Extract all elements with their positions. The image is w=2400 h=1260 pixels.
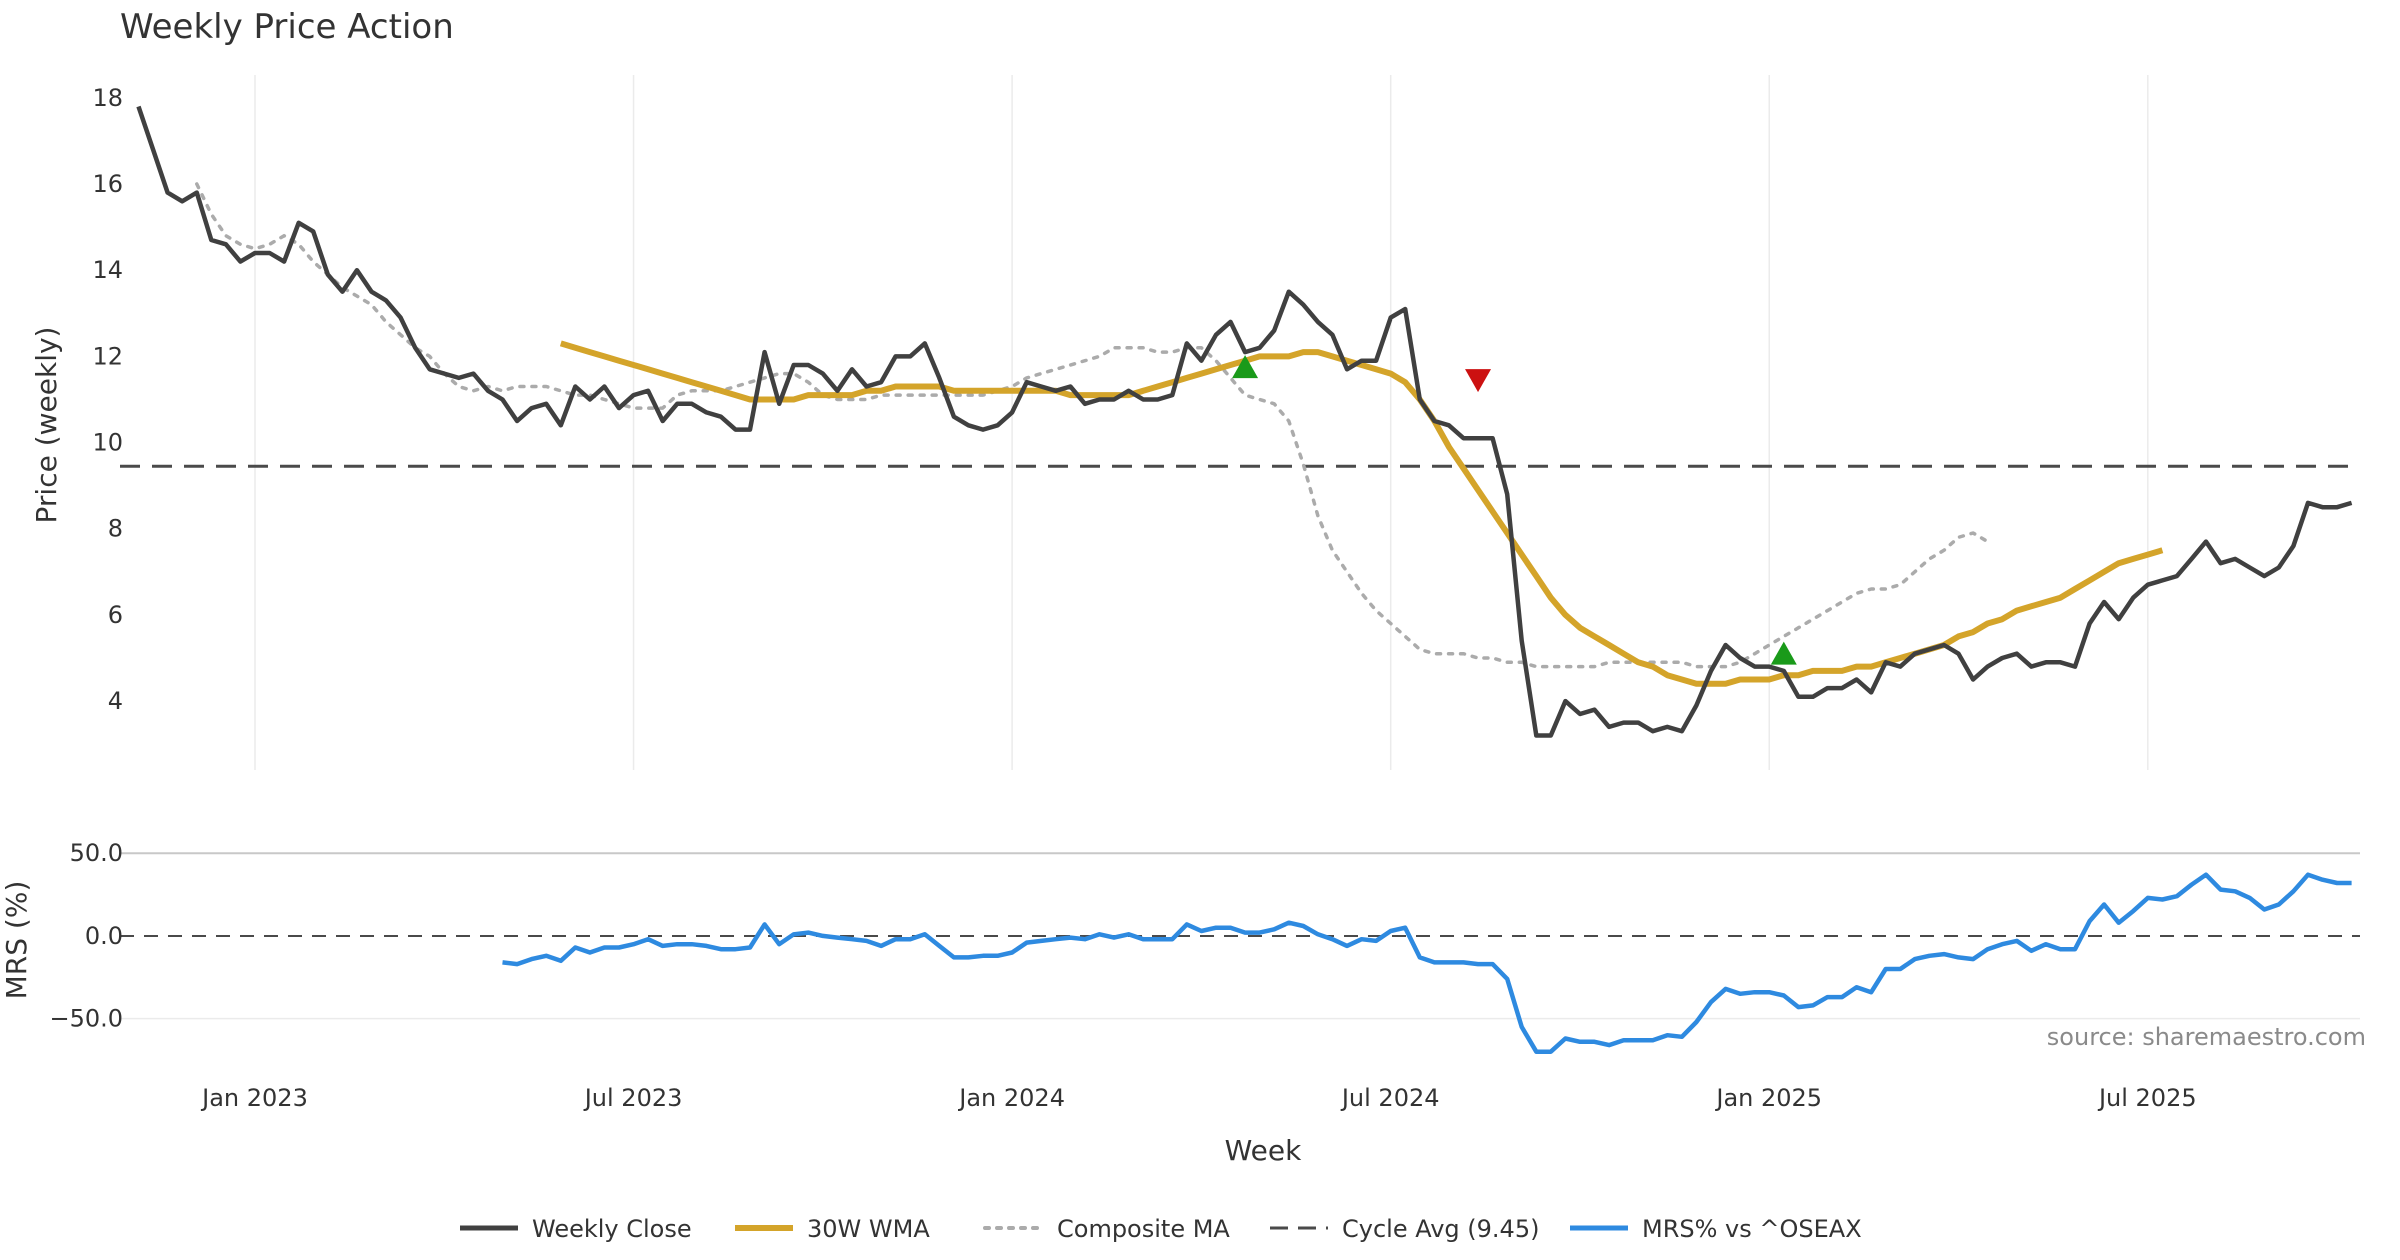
x-tick-label: Jan 2024 [957, 1084, 1065, 1112]
legend-item-mrs: MRS% vs ^OSEAX [1570, 1215, 1862, 1243]
x-axis-label: Week [1225, 1134, 1302, 1167]
mrs-series [502, 872, 2352, 1054]
signal-markers [1232, 355, 1797, 665]
price-panel: 4 6 8 10 12 14 16 18 Price (weekly) [30, 75, 2360, 770]
x-tick-label: Jul 2023 [583, 1084, 683, 1112]
legend-label: MRS% vs ^OSEAX [1642, 1215, 1862, 1243]
legend-item-composite: Composite MA [983, 1215, 1230, 1243]
legend-label: Composite MA [1057, 1215, 1230, 1243]
mrs-y-tick-label: 50.0 [70, 839, 123, 867]
legend-item-cycle: Cycle Avg (9.45) [1270, 1215, 1539, 1243]
x-tick-label: Jan 2025 [1714, 1084, 1822, 1112]
composite-series-line [195, 182, 1990, 669]
mrs-gridlines [120, 852, 2360, 1020]
mrs-series-line [502, 872, 2352, 1054]
mrs-y-tick-label: −50.0 [49, 1005, 123, 1033]
x-tick-label: Jul 2025 [2097, 1084, 2197, 1112]
buy-signal-marker [1770, 641, 1797, 665]
mrs-y-tick-label: 0.0 [85, 922, 123, 950]
price-y-tick-label: 4 [108, 687, 123, 715]
source-note: source: sharemaestro.com [2047, 1023, 2366, 1051]
x-tick-label: Jul 2024 [1340, 1084, 1440, 1112]
wma-series-line [559, 340, 2164, 687]
price-gridlines [254, 75, 2149, 770]
price-y-tick-label: 10 [92, 429, 123, 457]
price-y-tick-label: 14 [92, 256, 123, 284]
legend-item-wma: 30W WMA [735, 1215, 930, 1243]
chart-title: Weekly Price Action [120, 7, 454, 47]
legend-label: 30W WMA [807, 1215, 930, 1243]
price-y-tick-label: 8 [108, 515, 123, 543]
legend-label: Weekly Close [532, 1215, 692, 1243]
mrs-y-axis-label: MRS (%) [0, 881, 33, 1000]
price-y-axis-label: Price (weekly) [30, 327, 63, 524]
price-series [120, 105, 2360, 738]
price-y-tick-label: 18 [92, 84, 123, 112]
sell-signal-marker [1465, 369, 1492, 393]
mrs-panel: 50.0 0.0 −50.0 MRS (%) source: sharemaestr… [0, 839, 2366, 1054]
legend-item-close: Weekly Close [460, 1215, 692, 1243]
buy-signal-marker [1232, 355, 1259, 379]
close-series-line [136, 105, 2353, 738]
price-y-tick-label: 16 [92, 170, 123, 198]
x-tick-label: Jan 2023 [200, 1084, 308, 1112]
mrs-y-ticks: 50.0 0.0 −50.0 [49, 839, 123, 1032]
price-y-ticks: 4 6 8 10 12 14 16 18 [92, 84, 123, 715]
x-axis-ticks: Jan 2023 Jul 2023 Jan 2024 Jul 2024 Jan 2025… [200, 1084, 2196, 1112]
price-y-tick-label: 12 [92, 342, 123, 370]
legend-label: Cycle Avg (9.45) [1342, 1215, 1539, 1243]
price-y-tick-label: 6 [108, 601, 123, 629]
legend: Weekly Close 30W WMA Composite MA Cycle Avg… [460, 1215, 1862, 1243]
